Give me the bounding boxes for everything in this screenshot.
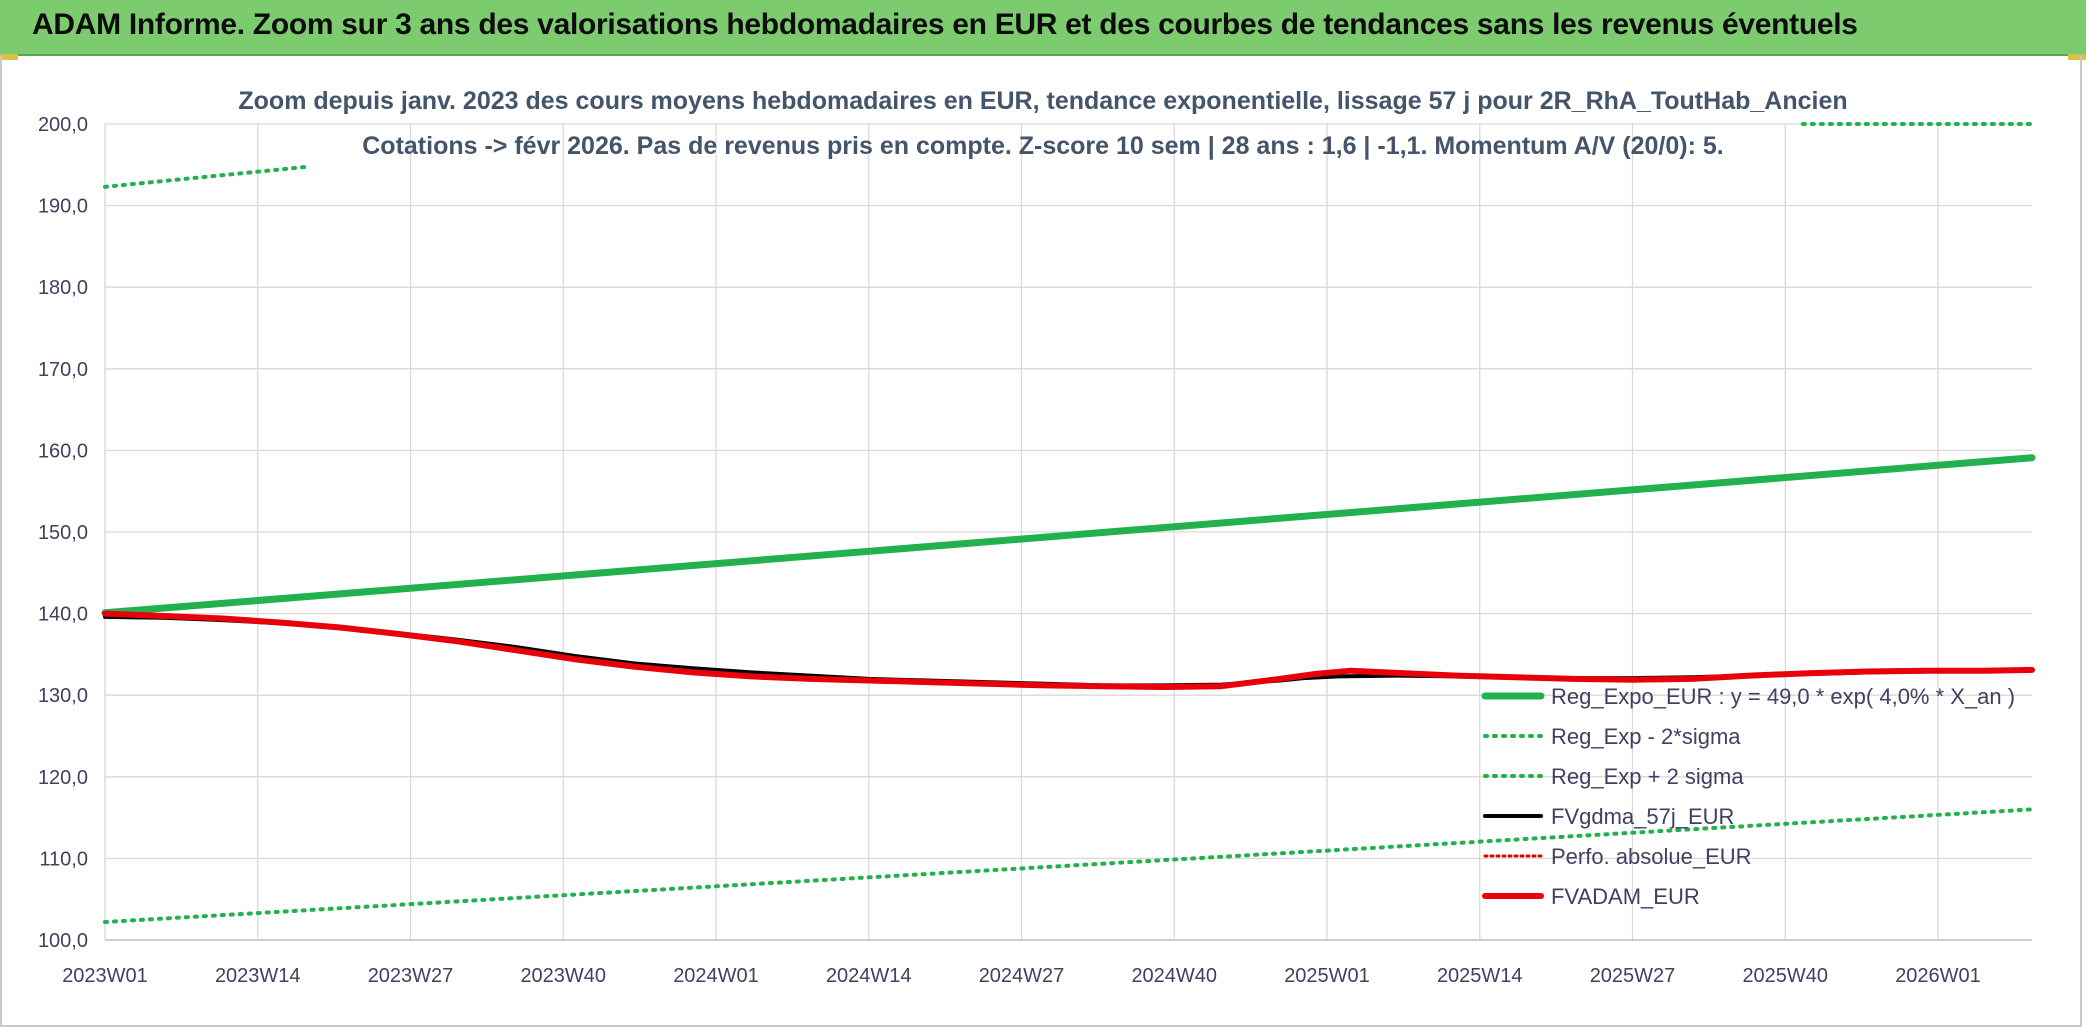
report-title: ADAM Informe. Zoom sur 3 ans des valoris… (32, 8, 1858, 41)
x-tick-label: 2024W01 (673, 965, 759, 987)
y-tick-label: 160,0 (38, 440, 88, 462)
x-tick-label: 2023W01 (62, 965, 148, 987)
y-tick-label: 140,0 (38, 604, 88, 626)
y-tick-label: 190,0 (38, 196, 88, 218)
chart-title-line-2: Cotations -> févr 2026. Pas de revenus p… (362, 132, 1723, 160)
x-axis-labels: 2023W01 2023W14 2023W27 2023W40 2024W01 2024W… (62, 965, 1981, 987)
fvadam-line (102, 610, 2035, 690)
y-tick-label: 170,0 (38, 359, 88, 381)
x-tick-label: 2023W14 (215, 965, 301, 987)
legend-entry: Reg_Exp - 2*sigma (1551, 724, 1741, 749)
legend-entry: Perfo. absolue_EUR (1551, 844, 1752, 869)
corner-accent-right (2068, 54, 2086, 60)
reg-plus-sigma-line (103, 164, 313, 189)
y-tick-label: 200,0 (38, 114, 88, 136)
y-tick-label: 130,0 (38, 685, 88, 707)
y-tick-label: 150,0 (38, 522, 88, 544)
x-tick-label: 2025W27 (1590, 965, 1676, 987)
y-tick-label: 180,0 (38, 277, 88, 299)
legend-entry: FVADAM_EUR (1551, 884, 1700, 909)
y-tick-label: 110,0 (39, 848, 88, 870)
x-tick-label: 2023W40 (520, 965, 606, 987)
y-axis-labels: 100,0 110,0 120,0 130,0 140,0 150,0 160,0 170,0… (38, 114, 88, 952)
legend: Reg_Expo_EUR : y = 49,0 * exp( 4,0% * X_… (1481, 684, 2015, 909)
y-tick-label: 120,0 (38, 767, 88, 789)
x-tick-label: 2025W01 (1284, 965, 1370, 987)
legend-entry: Reg_Exp + 2 sigma (1551, 764, 1744, 789)
legend-entry: FVgdma_57j_EUR (1551, 804, 1734, 829)
x-tick-label: 2024W14 (826, 965, 912, 987)
x-tick-label: 2024W40 (1131, 965, 1217, 987)
x-tick-label: 2026W01 (1895, 965, 1981, 987)
x-tick-label: 2024W27 (979, 965, 1065, 987)
reg-expo-line (101, 454, 2036, 617)
y-tick-label: 100,0 (38, 930, 88, 952)
reg-minus-sigma-line (103, 807, 2034, 924)
report-banner: ADAM Informe. Zoom sur 3 ans des valoris… (0, 0, 2086, 56)
x-tick-label: 2025W14 (1437, 965, 1523, 987)
legend-entry: Reg_Expo_EUR : y = 49,0 * exp( 4,0% * X_… (1551, 684, 2015, 709)
series-lines (101, 122, 2036, 924)
chart-title-line-1: Zoom depuis janv. 2023 des cours moyens … (238, 87, 1847, 115)
x-tick-label: 2023W27 (368, 965, 454, 987)
chart-title: Zoom depuis janv. 2023 des cours moyens … (238, 87, 1847, 160)
x-tick-label: 2025W40 (1742, 965, 1828, 987)
corner-accent-left (0, 54, 18, 60)
chart-frame (0, 56, 2082, 1027)
